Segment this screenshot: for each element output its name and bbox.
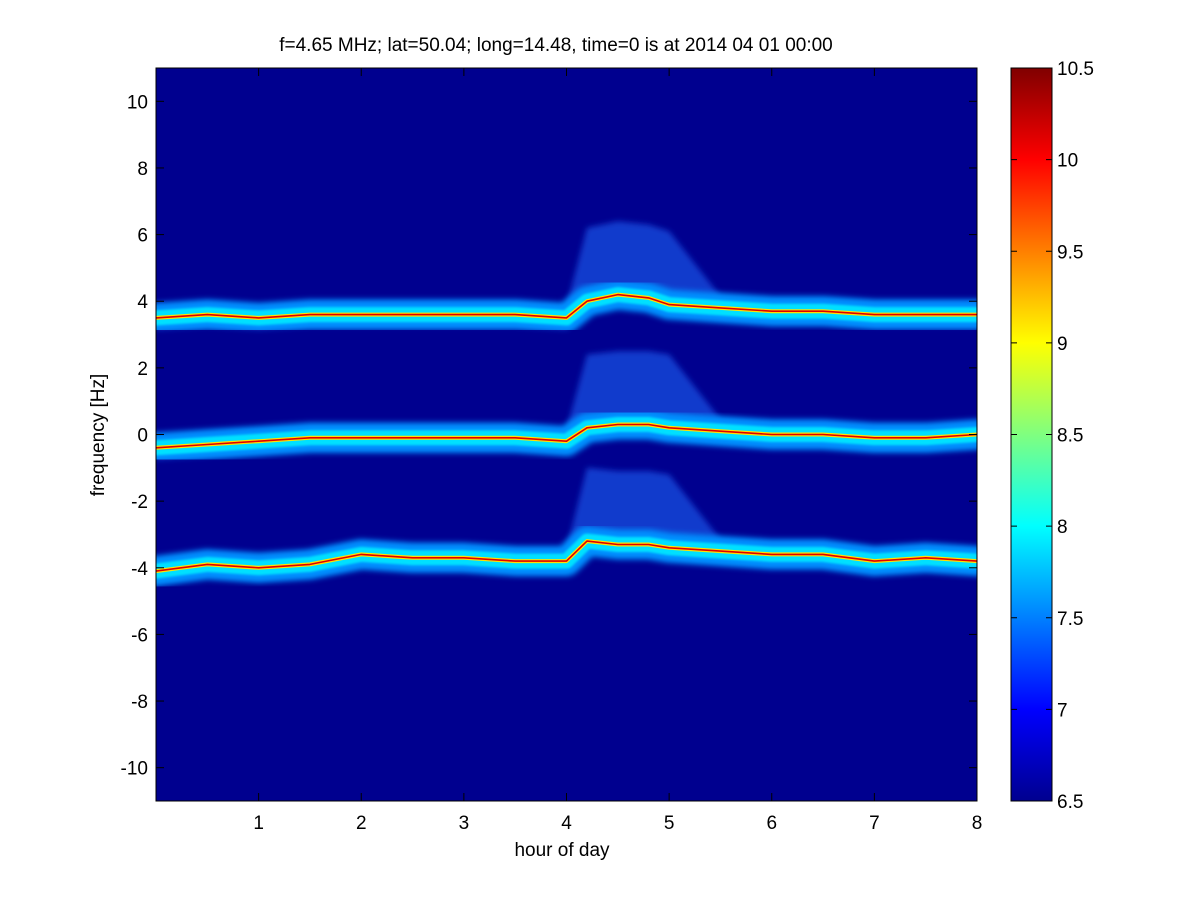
- y-tick-label: -8: [131, 692, 148, 713]
- y-tick-label: 2: [137, 359, 148, 380]
- colorbar-tick-label: 7.5: [1057, 609, 1083, 630]
- colorbar-tick-label: 10: [1057, 151, 1078, 172]
- x-tick-label: 2: [356, 813, 367, 834]
- colorbar-tick-label: 6.5: [1057, 792, 1083, 813]
- plot-area: 1 2 3 4 5 6 7 8 -10 -8 -6 -4 -2 0 2 4 6 8 10: [121, 67, 982, 834]
- trace-core-2: [156, 540, 977, 572]
- colorbar-tick-label: 8: [1057, 517, 1068, 538]
- y-tick-label: -4: [131, 559, 148, 580]
- colorbar-tick-label: 8.5: [1057, 426, 1083, 447]
- y-axis-label: frequency [Hz]: [88, 374, 109, 497]
- y-tick-label: 8: [137, 159, 148, 180]
- colorbar-tick-label: 9.5: [1057, 242, 1083, 263]
- x-tick-label: 3: [459, 813, 470, 834]
- x-tick-label: 1: [253, 813, 264, 834]
- colorbar-tick-label: 9: [1057, 334, 1068, 355]
- y-tick-label: 6: [137, 226, 148, 247]
- x-tick-label: 7: [869, 813, 880, 834]
- y-tick-label: -10: [121, 759, 148, 780]
- colorbar: 6.5 7 7.5 8 8.5 9 9.5 10 10.5: [1010, 59, 1094, 813]
- x-axis-ticks: 1 2 3 4 5 6 7 8: [253, 68, 982, 834]
- trace-core-0: [156, 293, 977, 319]
- x-tick-label: 5: [664, 813, 675, 834]
- y-tick-label: -2: [131, 492, 148, 513]
- y-tick-label: -6: [131, 625, 148, 646]
- x-tick-label: 8: [972, 813, 983, 834]
- colorbar-ticks: 6.5 7 7.5 8 8.5 9 9.5 10 10.5: [1011, 59, 1094, 813]
- spectrogram-traces: [156, 221, 977, 587]
- colorbar-gradient: [1010, 67, 1053, 802]
- chart-title: f=4.65 MHz; lat=50.04; long=14.48, time=…: [279, 35, 833, 56]
- colorbar-tick-label: 7: [1057, 700, 1068, 721]
- x-axis-label: hour of day: [514, 840, 610, 861]
- y-tick-label: 10: [127, 92, 148, 113]
- y-axis-ticks: -10 -8 -6 -4 -2 0 2 4 6 8 10: [121, 92, 977, 780]
- y-tick-label: 0: [137, 426, 148, 447]
- y-tick-label: 4: [137, 292, 148, 313]
- trace-core-1: [156, 423, 977, 449]
- x-tick-label: 4: [561, 813, 572, 834]
- colorbar-tick-label: 10.5: [1057, 59, 1094, 80]
- x-tick-label: 6: [766, 813, 777, 834]
